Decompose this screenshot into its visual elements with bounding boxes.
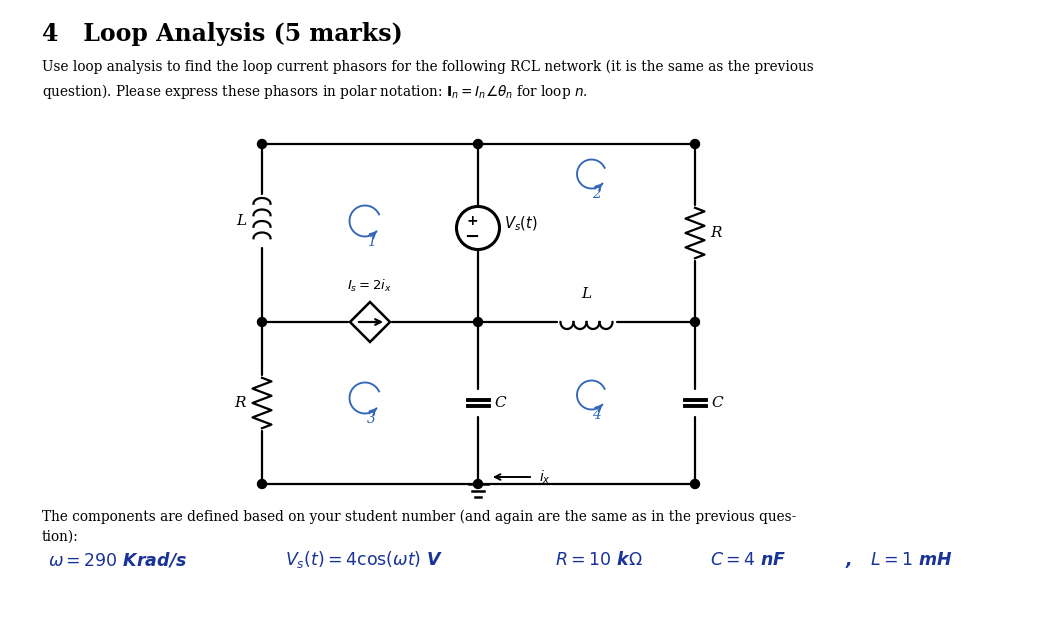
Circle shape	[691, 317, 700, 327]
Text: The components are defined based on your student number (and again are the same : The components are defined based on your…	[42, 510, 797, 525]
Text: R: R	[710, 226, 721, 240]
Text: 3: 3	[367, 412, 375, 426]
Text: 1: 1	[367, 235, 375, 249]
Text: Use loop analysis to find the loop current phasors for the following RCL network: Use loop analysis to find the loop curre…	[42, 60, 813, 75]
Text: L: L	[235, 214, 246, 228]
Text: $V_s(t) = 4\cos(\omega t)$ V: $V_s(t) = 4\cos(\omega t)$ V	[285, 549, 444, 571]
Circle shape	[474, 480, 482, 489]
Text: question). Please express these phasors in polar notation: $\mathbf{I}_n = I_n\a: question). Please express these phasors …	[42, 82, 588, 101]
Text: C: C	[710, 396, 723, 410]
Text: 2: 2	[592, 187, 601, 201]
Circle shape	[691, 140, 700, 149]
Text: $i_x$: $i_x$	[539, 468, 551, 486]
Circle shape	[257, 480, 267, 489]
Text: 4   Loop Analysis (5 marks): 4 Loop Analysis (5 marks)	[42, 22, 403, 46]
Text: $I_s = 2i_x$: $I_s = 2i_x$	[348, 278, 392, 294]
Circle shape	[691, 480, 700, 489]
Text: ,   $L = 1$ mH: , $L = 1$ mH	[845, 550, 952, 570]
Text: $C = 4$ nF: $C = 4$ nF	[710, 551, 786, 569]
Text: 4: 4	[592, 408, 601, 422]
Text: C: C	[494, 396, 506, 410]
Text: tion):: tion):	[42, 530, 79, 544]
Text: $V_s(t)$: $V_s(t)$	[504, 215, 538, 233]
Circle shape	[474, 140, 482, 149]
Circle shape	[257, 317, 267, 327]
Text: +: +	[467, 214, 478, 228]
Text: L: L	[581, 287, 592, 301]
Text: R: R	[234, 396, 246, 410]
Text: $\omega = 290$ Krad/s: $\omega = 290$ Krad/s	[48, 550, 187, 569]
Circle shape	[257, 140, 267, 149]
Text: $R = 10$ k$\Omega$: $R = 10$ k$\Omega$	[555, 551, 643, 569]
Text: −: −	[465, 228, 479, 245]
Circle shape	[474, 317, 482, 327]
